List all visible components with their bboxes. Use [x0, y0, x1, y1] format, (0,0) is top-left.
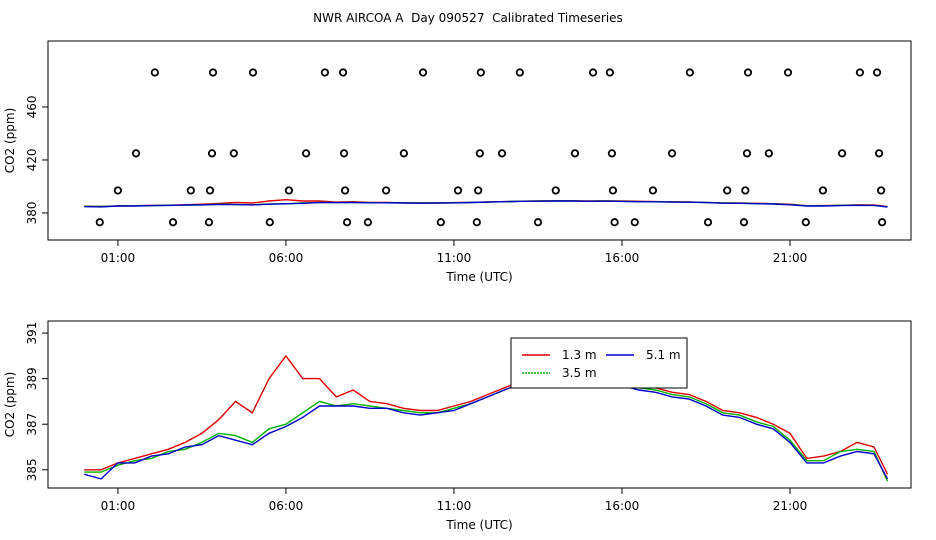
data-point — [131, 149, 141, 158]
data-point — [284, 186, 294, 195]
data-point — [229, 149, 238, 158]
y-tick-label: 460 — [25, 96, 39, 119]
data-point — [436, 218, 445, 227]
data-point — [418, 68, 428, 77]
data-point — [877, 218, 887, 227]
x-axis-label: Time (UTC) — [445, 518, 512, 532]
data-point — [801, 218, 810, 227]
x-tick-label: 11:00 — [437, 499, 472, 513]
data-point — [876, 186, 886, 195]
data-point — [339, 149, 349, 158]
data-point — [475, 149, 484, 158]
data-point — [742, 149, 752, 158]
y-tick-label: 387 — [25, 413, 39, 436]
data-point — [667, 149, 677, 158]
y-tick-label: 391 — [25, 322, 39, 345]
y-tick-label: 380 — [25, 202, 39, 225]
data-point — [838, 149, 847, 158]
y-tick-label: 420 — [25, 149, 39, 172]
x-tick-label: 21:00 — [773, 251, 808, 265]
data-point — [703, 218, 713, 227]
data-point — [605, 68, 614, 77]
data-point — [476, 68, 485, 77]
data-point — [855, 68, 865, 77]
data-point — [741, 186, 750, 195]
data-point — [608, 186, 618, 195]
plot-frame — [47, 320, 912, 489]
data-point — [399, 149, 408, 158]
data-point — [533, 218, 543, 227]
data-point — [607, 149, 617, 158]
chart-title: NWR AIRCOA A Day 090527 Calibrated Times… — [313, 11, 623, 25]
data-point — [265, 218, 274, 227]
data-point — [95, 218, 104, 227]
legend-label: 1.3 m — [562, 348, 597, 362]
data-point — [338, 68, 348, 77]
x-tick-label: 06:00 — [269, 251, 304, 265]
data-point — [363, 218, 373, 227]
legend-box — [510, 337, 688, 389]
data-point — [764, 149, 773, 158]
data-point — [551, 186, 560, 195]
x-axis-label: Time (UTC) — [445, 270, 512, 284]
data-point — [320, 68, 330, 77]
data-point — [739, 218, 749, 227]
data-point — [207, 149, 217, 158]
x-tick-label: 16:00 — [605, 251, 640, 265]
x-tick-label: 06:00 — [269, 499, 304, 513]
data-point — [301, 149, 311, 158]
legend-label: 5.1 m — [646, 348, 681, 362]
data-point — [648, 186, 658, 195]
y-axis-label: CO2 (ppm) — [3, 108, 17, 174]
data-line — [84, 377, 889, 482]
x-tick-label: 01:00 — [101, 499, 136, 513]
data-point — [453, 186, 463, 195]
data-point — [472, 218, 481, 227]
data-line — [84, 200, 888, 208]
data-point — [248, 68, 258, 77]
plot-frame — [47, 40, 912, 241]
data-point — [186, 186, 195, 195]
data-point — [743, 68, 753, 77]
data-point — [340, 186, 350, 195]
data-point — [205, 186, 215, 195]
data-point — [872, 68, 882, 77]
x-tick-label: 16:00 — [605, 499, 640, 513]
data-point — [588, 68, 598, 77]
data-point — [874, 149, 884, 158]
x-tick-label: 21:00 — [773, 499, 808, 513]
data-point — [381, 186, 391, 195]
data-point — [818, 186, 828, 195]
data-point — [474, 186, 483, 195]
data-point — [168, 218, 178, 227]
data-point — [150, 68, 159, 77]
data-point — [204, 218, 214, 227]
data-point — [685, 68, 694, 77]
data-point — [208, 68, 218, 77]
data-point — [630, 218, 639, 227]
legend-label: 3.5 m — [562, 366, 597, 380]
x-tick-label: 01:00 — [101, 251, 136, 265]
y-axis-label: CO2 (ppm) — [3, 372, 17, 438]
data-point — [570, 149, 580, 158]
y-tick-label: 385 — [25, 458, 39, 481]
data-point — [783, 68, 793, 77]
data-point — [723, 186, 732, 195]
data-line — [84, 354, 889, 475]
x-tick-label: 11:00 — [437, 251, 472, 265]
data-point — [515, 68, 524, 77]
data-point — [497, 149, 507, 158]
y-tick-label: 389 — [25, 367, 39, 390]
data-point — [342, 218, 352, 227]
data-point — [610, 218, 619, 227]
data-point — [113, 186, 123, 195]
data-line — [84, 377, 889, 480]
